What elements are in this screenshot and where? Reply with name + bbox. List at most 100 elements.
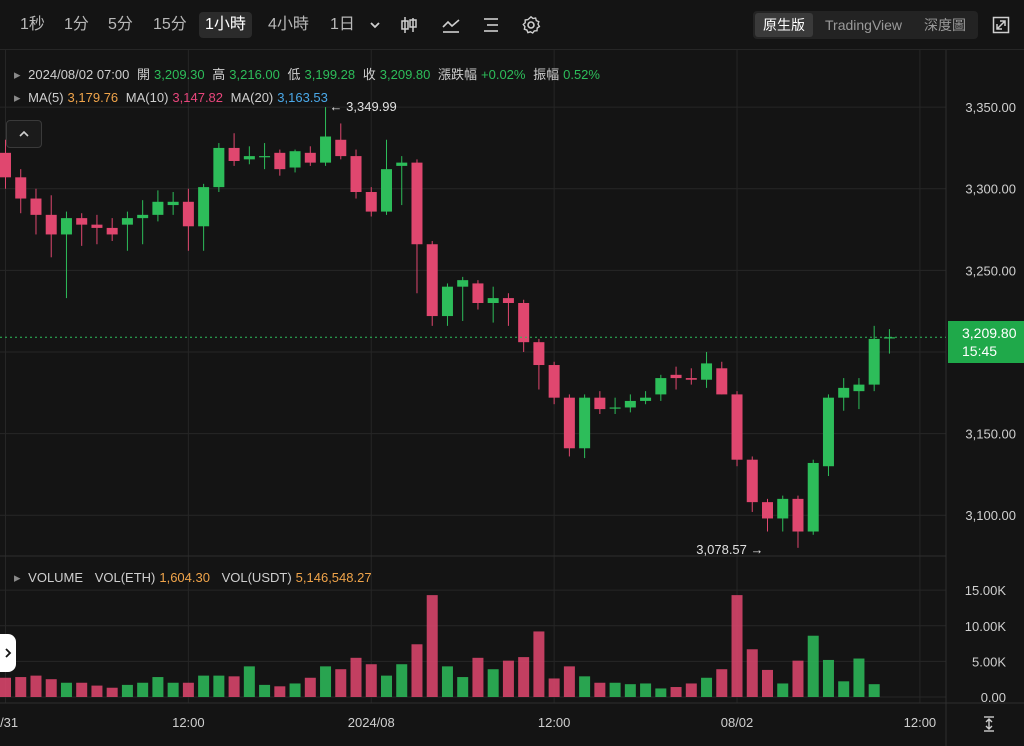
candle xyxy=(152,190,164,222)
candle-body xyxy=(76,218,88,225)
volume-bar xyxy=(579,676,591,697)
candle-body xyxy=(670,374,682,379)
candle-body xyxy=(426,244,438,317)
candle xyxy=(822,394,834,477)
candle-body xyxy=(0,152,11,178)
volume-bar xyxy=(259,684,271,697)
fullscreen-icon[interactable] xyxy=(988,12,1014,38)
candle-body xyxy=(746,459,758,503)
volume-bar xyxy=(655,688,667,697)
expand-side-panel-button[interactable] xyxy=(0,634,16,672)
ohlc-header: ▸ 2024/08/02 07:00 開 3,209.30 高 3,216.00 低… xyxy=(14,67,600,82)
candle-body xyxy=(716,368,728,395)
candle xyxy=(106,218,118,241)
indicator-icon[interactable] xyxy=(438,12,464,38)
volume-bar xyxy=(335,669,347,697)
current-price-value: 3,209.80 xyxy=(962,325,1017,341)
extreme-annotations: ← 3,349.99 3,078.57 → xyxy=(330,99,764,557)
volume-bar xyxy=(762,669,773,697)
volume-bar xyxy=(822,659,834,697)
reset-scale-button[interactable] xyxy=(978,712,1000,736)
volume-bar xyxy=(716,669,728,697)
time-tick-label: 12:00 xyxy=(904,715,937,730)
volume-bar xyxy=(792,660,804,697)
volume-bar xyxy=(137,682,149,697)
volume-bar xyxy=(289,683,301,697)
candle xyxy=(167,192,179,215)
ohlc-low: 3,199.28 xyxy=(304,67,356,82)
volume-bar xyxy=(381,675,392,697)
candle-body xyxy=(807,462,819,532)
candle xyxy=(30,188,42,235)
view-tradingview[interactable]: TradingView xyxy=(825,17,903,33)
timeframe-1d[interactable]: 1日 xyxy=(330,16,355,33)
volume-bar xyxy=(396,664,408,697)
candle xyxy=(685,368,697,385)
timeframe-1s[interactable]: 1秒 xyxy=(20,16,45,33)
volume-axis: 0.00 5.00K 10.00K 15.00K xyxy=(965,583,1007,705)
candle-body xyxy=(579,397,591,449)
candle xyxy=(320,107,332,166)
candle-body xyxy=(640,397,652,401)
chevron-icon: ▸ xyxy=(14,570,21,585)
timeframe-1m[interactable]: 1分 xyxy=(64,16,89,33)
price-axis: 3,100.003,150.003,200.003,250.003,300.00… xyxy=(965,100,1016,523)
candle-body xyxy=(822,397,834,467)
volume-bar xyxy=(320,666,332,697)
volume-bar xyxy=(487,669,499,697)
chevron-right-icon xyxy=(5,648,12,658)
candle-body xyxy=(350,156,362,193)
gear-icon[interactable] xyxy=(518,12,544,38)
view-depth[interactable]: 深度圖 xyxy=(924,17,966,33)
candle xyxy=(868,325,880,392)
volume-bar xyxy=(274,686,286,697)
time-tick-label: 12:00 xyxy=(172,715,205,730)
view-native[interactable]: 原生版 xyxy=(755,13,813,37)
candle xyxy=(396,156,408,206)
candle xyxy=(121,211,133,251)
list-icon[interactable] xyxy=(478,12,504,38)
volume-bar xyxy=(228,676,240,697)
candle-body xyxy=(289,151,301,168)
candle-body xyxy=(121,218,133,225)
volume-bar xyxy=(624,684,636,697)
candle-body xyxy=(335,139,347,157)
timeframe-5m[interactable]: 5分 xyxy=(108,16,133,33)
candle xyxy=(762,498,773,532)
candle xyxy=(579,394,591,459)
candle-body xyxy=(304,152,316,163)
volume-bar xyxy=(563,666,575,697)
volume-bar xyxy=(152,677,164,697)
timeframe-4h[interactable]: 4小時 xyxy=(268,16,309,33)
ohlc-open: 3,209.30 xyxy=(154,67,205,82)
candle-body xyxy=(243,156,255,160)
volume-bar xyxy=(0,677,11,697)
time-axis: 7/31 12:00 2024/08 12:00 08/02 12:00 xyxy=(0,715,936,730)
volume-bar xyxy=(746,649,758,697)
fit-vertical-icon xyxy=(984,716,994,732)
max-price-annotation: ← 3,349.99 xyxy=(330,99,397,114)
candle-body xyxy=(396,162,408,166)
volume-bars-layer xyxy=(0,595,880,697)
time-tick-label: 08/02 xyxy=(721,715,754,730)
timeframe-15m[interactable]: 15分 xyxy=(153,16,187,33)
ohlc-change: +0.02% xyxy=(481,67,526,82)
candle xyxy=(746,456,758,512)
candle-body xyxy=(701,363,713,380)
chevron-down-icon[interactable] xyxy=(362,12,388,38)
volume-bar xyxy=(701,677,713,697)
candlestick-icon[interactable] xyxy=(396,12,422,38)
collapse-header-button[interactable] xyxy=(6,120,42,148)
volume-tick-label: 15.00K xyxy=(965,583,1007,598)
time-tick-label: 12:00 xyxy=(538,715,571,730)
min-price-annotation: 3,078.57 → xyxy=(696,542,763,557)
candle xyxy=(213,143,225,193)
volume-tick-label: 10.00K xyxy=(965,619,1007,634)
volume-bar xyxy=(182,682,194,697)
volume-bar xyxy=(304,677,316,697)
timeframe-1h[interactable]: 1小時 xyxy=(199,12,252,38)
volume-bar xyxy=(594,682,606,697)
candle xyxy=(243,146,255,165)
chart-grid xyxy=(0,50,946,703)
